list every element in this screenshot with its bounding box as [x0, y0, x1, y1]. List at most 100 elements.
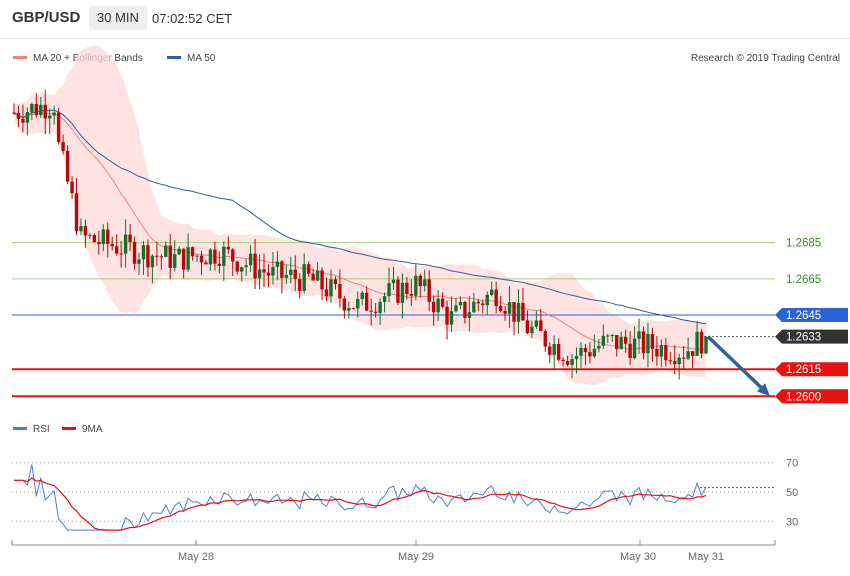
rsi-panel: 70 50 30: [12, 458, 798, 531]
time-label-2: May 30: [620, 551, 656, 563]
candle-body: [159, 256, 164, 258]
candle-body: [619, 336, 623, 350]
candle-body: [396, 279, 400, 303]
candle-body: [423, 279, 427, 287]
forecast-arrow-shaft: [706, 335, 764, 390]
candle-body: [88, 235, 92, 237]
candle-body: [534, 320, 539, 327]
candle-body: [405, 282, 409, 295]
level-label-1.2665: 1.2665: [786, 274, 821, 286]
candle-body: [521, 302, 525, 321]
candle-body: [650, 333, 655, 349]
chart-header: GBP/USD 30 MIN 07:02:52 CET: [0, 0, 850, 39]
candle-body: [588, 352, 592, 357]
ma20-line: [13, 112, 707, 351]
level-tag-1.2645: [775, 307, 848, 322]
candle-body: [168, 245, 172, 268]
time-axis: May 28 May 29 May 30 May 31: [11, 540, 776, 563]
candle-body: [333, 279, 338, 285]
candle-body: [173, 254, 177, 268]
candle-body: [128, 234, 132, 242]
candle-body: [150, 255, 155, 268]
timeframe-button[interactable]: 30 MIN: [89, 6, 147, 30]
candle-body: [583, 347, 588, 353]
time-label-1: May 29: [398, 551, 434, 563]
candle-body: [342, 298, 347, 311]
candle-body: [525, 320, 530, 334]
level-tag-1.2615: [775, 362, 848, 377]
candle-body: [373, 311, 378, 313]
candle-body: [83, 226, 88, 236]
candle-body: [704, 336, 708, 354]
rsi-legend-label: RSI: [33, 424, 50, 435]
candle-body: [391, 279, 396, 284]
candle-body: [235, 261, 239, 272]
ma50-legend-label: MA 50: [187, 53, 216, 64]
candle-body: [512, 302, 516, 322]
level-label-1.2633: 1.2633: [786, 332, 821, 344]
candle-body: [92, 235, 97, 242]
rsi-line: [14, 464, 707, 531]
time-label-0: May 28: [178, 551, 214, 563]
candle-body: [623, 336, 628, 344]
candle-body: [454, 305, 458, 312]
candle-body: [427, 279, 431, 302]
candle-body: [97, 241, 101, 245]
candle-body: [436, 298, 440, 313]
candle-body: [467, 312, 472, 318]
candle-body: [123, 234, 128, 254]
price-level-labels: 1.2685 1.2665 1.2645 1.2633 1.2615 1.2600: [775, 238, 848, 404]
candle-body: [387, 283, 391, 297]
candle-body: [449, 311, 454, 325]
candle-body: [655, 348, 659, 357]
level-label-1.2645: 1.2645: [786, 310, 821, 322]
candle-body: [298, 279, 302, 291]
rsi-legend-swatch: [13, 427, 27, 430]
level-label-1.2600: 1.2600: [786, 391, 821, 403]
candle-body: [463, 301, 467, 318]
candle-body: [539, 320, 543, 332]
level-tag-1.2633: [775, 329, 848, 344]
candle-body: [56, 112, 61, 142]
candle-body: [664, 345, 668, 361]
candle-body: [472, 301, 476, 313]
candle-body: [195, 255, 199, 257]
ma9-legend-swatch: [62, 427, 76, 430]
price-legend: MA 20 + Bollinger Bands MA 50 Research ©…: [13, 53, 840, 64]
candle-body: [181, 248, 186, 270]
copyright-text: Research © 2019 Trading Central: [691, 53, 840, 64]
ma9-legend-label: 9MA: [82, 424, 103, 435]
level-label-1.2685: 1.2685: [786, 238, 821, 250]
candle-body: [253, 253, 257, 279]
candle-body: [695, 331, 699, 356]
candle-body: [681, 357, 686, 359]
candle-body: [364, 292, 369, 311]
candle-body: [530, 326, 534, 334]
rsi-tick-70: 70: [786, 458, 798, 470]
candle-body: [186, 247, 190, 270]
candle-body: [490, 289, 494, 295]
rsi-ma-line: [14, 477, 707, 531]
candle-body: [485, 294, 489, 306]
candle-body: [382, 296, 387, 303]
candle-body: [266, 272, 271, 276]
bollinger-bands: [14, 45, 706, 386]
candle-body: [440, 298, 445, 307]
candle-body: [360, 292, 364, 299]
candle-body: [30, 103, 34, 113]
candle-body: [690, 351, 695, 356]
candle-body: [315, 270, 320, 281]
candle-body: [632, 338, 637, 359]
level-label-1.2615: 1.2615: [786, 364, 821, 376]
candle-body: [262, 269, 266, 273]
candle-body: [356, 298, 360, 309]
candlesticks: [12, 89, 708, 380]
rsi-tick-50: 50: [786, 487, 798, 499]
candle-body: [516, 302, 521, 322]
candle-body: [637, 331, 641, 339]
candle-body: [606, 335, 610, 337]
candle-body: [164, 245, 168, 257]
candle-body: [458, 301, 463, 306]
candle-body: [106, 229, 110, 244]
